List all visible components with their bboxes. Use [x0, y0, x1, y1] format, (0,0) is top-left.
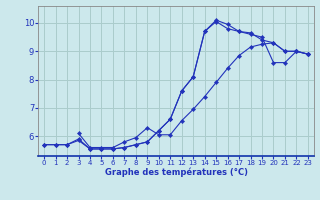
X-axis label: Graphe des températures (°C): Graphe des températures (°C) [105, 168, 247, 177]
